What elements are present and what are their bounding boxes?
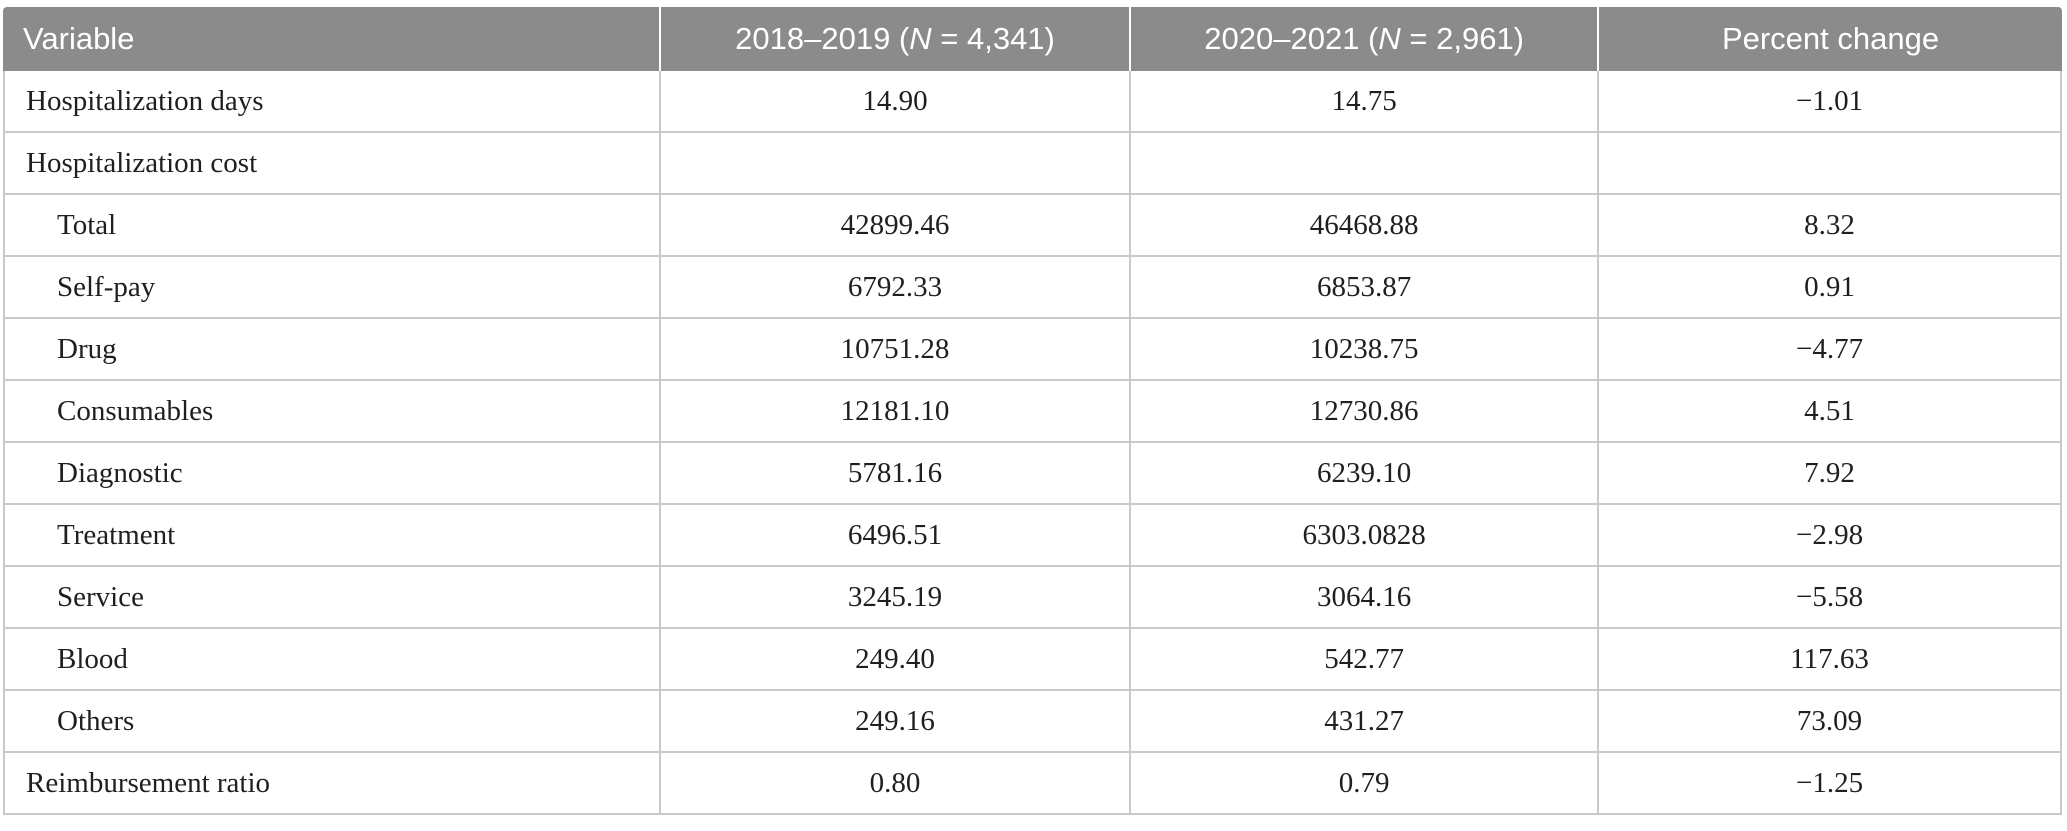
header-row: Variable 2018–2019 (N = 4,341) 2020–2021…	[3, 7, 2062, 71]
table-row: Reimbursement ratio 0.80 0.79 −1.25	[3, 753, 2062, 815]
table-row: Self-pay 6792.33 6853.87 0.91	[3, 257, 2062, 319]
table-row: Service 3245.19 3064.16 −5.58	[3, 567, 2062, 629]
table-row: Hospitalization days 14.90 14.75 −1.01	[3, 71, 2062, 133]
value-cell-2020: 0.79	[1129, 753, 1598, 815]
value-cell-2018: 14.90	[658, 71, 1130, 133]
percent-change-cell: −1.01	[1597, 71, 2062, 133]
percent-change-cell: −4.77	[1597, 319, 2062, 381]
value-cell-2018: 12181.10	[658, 381, 1130, 443]
paper-table-container: Variable 2018–2019 (N = 4,341) 2020–2021…	[3, 7, 2062, 815]
row-label-cell: Blood	[3, 629, 659, 691]
value-cell-2018: 6496.51	[658, 505, 1130, 567]
percent-change-cell: 0.91	[1597, 257, 2062, 319]
percent-change-cell	[1597, 133, 2062, 195]
value-cell-2020: 12730.86	[1129, 381, 1598, 443]
summary-table: Variable 2018–2019 (N = 4,341) 2020–2021…	[3, 7, 2062, 815]
header-2018-prefix: 2018–2019 (	[735, 21, 910, 56]
percent-change-cell: 73.09	[1597, 691, 2062, 753]
value-cell-2020: 3064.16	[1129, 567, 1598, 629]
header-2020-suffix: = 2,961)	[1400, 21, 1525, 56]
header-2018-suffix: = 4,341)	[931, 21, 1055, 56]
row-label-cell: Total	[3, 195, 659, 257]
row-label-cell: Drug	[3, 319, 659, 381]
percent-change-cell: −5.58	[1597, 567, 2062, 629]
row-label-cell: Consumables	[3, 381, 659, 443]
value-cell-2018	[658, 133, 1130, 195]
value-cell-2018: 6792.33	[658, 257, 1130, 319]
value-cell-2018: 42899.46	[658, 195, 1130, 257]
value-cell-2020	[1129, 133, 1598, 195]
row-label-cell: Hospitalization cost	[3, 133, 659, 195]
value-cell-2018: 5781.16	[658, 443, 1130, 505]
row-label-cell: Others	[3, 691, 659, 753]
header-2020-prefix: 2020–2021 (	[1204, 21, 1379, 56]
row-label-cell: Treatment	[3, 505, 659, 567]
table-row: Drug 10751.28 10238.75 −4.77	[3, 319, 2062, 381]
value-cell-2020: 431.27	[1129, 691, 1598, 753]
row-label-cell: Self-pay	[3, 257, 659, 319]
header-2020-n: N	[1378, 21, 1401, 56]
value-cell-2020: 6239.10	[1129, 443, 1598, 505]
value-cell-2018: 3245.19	[658, 567, 1130, 629]
header-2018-n: N	[909, 21, 932, 56]
percent-change-cell: 8.32	[1597, 195, 2062, 257]
value-cell-2020: 6853.87	[1129, 257, 1598, 319]
table-row: Blood 249.40 542.77 117.63	[3, 629, 2062, 691]
header-2018-2019: 2018–2019 (N = 4,341)	[658, 7, 1130, 71]
value-cell-2020: 6303.0828	[1129, 505, 1598, 567]
percent-change-cell: −1.25	[1597, 753, 2062, 815]
value-cell-2020: 46468.88	[1129, 195, 1598, 257]
table-row: Total 42899.46 46468.88 8.32	[3, 195, 2062, 257]
row-label-cell: Service	[3, 567, 659, 629]
percent-change-cell: 7.92	[1597, 443, 2062, 505]
value-cell-2020: 14.75	[1129, 71, 1598, 133]
table-row: Consumables 12181.10 12730.86 4.51	[3, 381, 2062, 443]
table-row: Others 249.16 431.27 73.09	[3, 691, 2062, 753]
header-percent-change: Percent change	[1597, 7, 2062, 71]
value-cell-2020: 542.77	[1129, 629, 1598, 691]
table-header: Variable 2018–2019 (N = 4,341) 2020–2021…	[3, 7, 2062, 71]
value-cell-2020: 10238.75	[1129, 319, 1598, 381]
value-cell-2018: 249.40	[658, 629, 1130, 691]
row-label-cell: Hospitalization days	[3, 71, 659, 133]
percent-change-cell: 117.63	[1597, 629, 2062, 691]
percent-change-cell: −2.98	[1597, 505, 2062, 567]
table-row: Diagnostic 5781.16 6239.10 7.92	[3, 443, 2062, 505]
row-label-cell: Reimbursement ratio	[3, 753, 659, 815]
table-row: Treatment 6496.51 6303.0828 −2.98	[3, 505, 2062, 567]
value-cell-2018: 10751.28	[658, 319, 1130, 381]
value-cell-2018: 249.16	[658, 691, 1130, 753]
header-2020-2021: 2020–2021 (N = 2,961)	[1129, 7, 1598, 71]
table-body: Hospitalization days 14.90 14.75 −1.01 H…	[3, 71, 2062, 815]
percent-change-cell: 4.51	[1597, 381, 2062, 443]
table-row: Hospitalization cost	[3, 133, 2062, 195]
value-cell-2018: 0.80	[658, 753, 1130, 815]
header-variable: Variable	[3, 7, 659, 71]
row-label-cell: Diagnostic	[3, 443, 659, 505]
